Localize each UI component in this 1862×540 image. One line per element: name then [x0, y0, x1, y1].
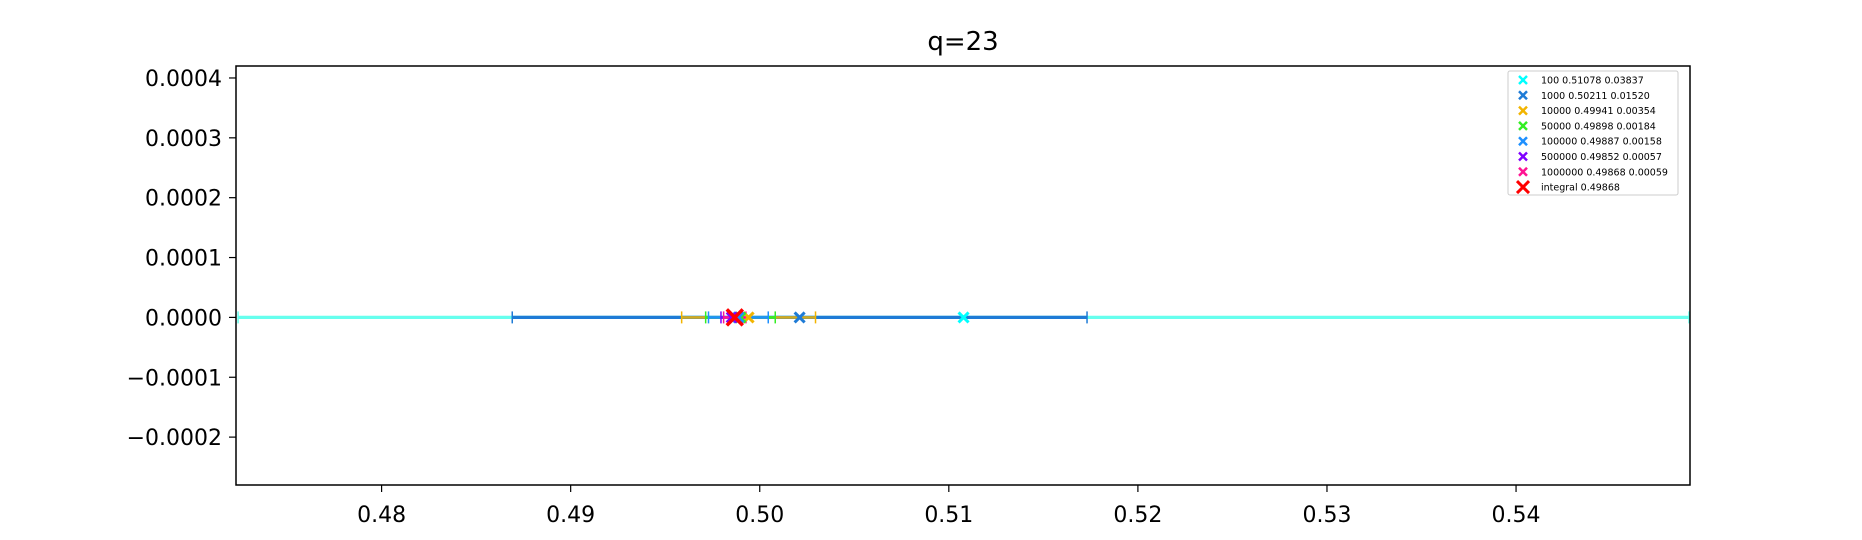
plot-frame [235, 65, 1691, 486]
data-point-1 [793, 311, 806, 324]
legend-marker-7 [1515, 180, 1531, 195]
x-tick-label: 0.48 [357, 503, 406, 528]
legend: 100 0.51078 0.03837 1000 0.50211 0.01520 1… [1507, 70, 1679, 196]
y-tick-label: 0.0004 [145, 67, 222, 92]
legend-marker-0 [1518, 75, 1528, 85]
legend-label-1: 1000 0.50211 0.01520 [1541, 91, 1650, 102]
legend-label-4: 100000 0.49887 0.00158 [1541, 137, 1662, 148]
legend-box [1507, 70, 1679, 196]
y-tick-label: 0.0000 [145, 306, 222, 331]
y-tick-label: 0.0001 [145, 247, 222, 272]
x-tick-label: 0.50 [735, 503, 784, 528]
x-tick-label: 0.49 [546, 503, 595, 528]
data-point-5 [725, 311, 738, 324]
legend-label-2: 10000 0.49941 0.00354 [1541, 106, 1656, 117]
y-tick-label: 0.0003 [145, 127, 222, 152]
data-point-0 [957, 311, 970, 324]
data-point-7 [725, 308, 745, 327]
legend-label-0: 100 0.51078 0.03837 [1541, 76, 1644, 87]
legend-marker-2 [1518, 105, 1528, 116]
x-tick-label: 0.54 [1492, 503, 1541, 528]
y-axis: −0.0002 −0.0001 0.0000 0.0001 0.0002 0.0003 0.… [127, 67, 236, 451]
legend-marker-4 [1518, 136, 1528, 147]
legend-label-3: 50000 0.49898 0.00184 [1541, 121, 1656, 132]
legend-marker-6 [1518, 166, 1528, 177]
marker-layer [725, 308, 970, 327]
x-tick-label: 0.52 [1113, 503, 1162, 528]
x-tick-label: 0.51 [924, 503, 973, 528]
legend-marker-1 [1518, 90, 1528, 101]
x-axis: 0.48 0.49 0.50 0.51 0.52 0.53 0.54 [357, 485, 1541, 528]
legend-label-6: 1000000 0.49868 0.00059 [1541, 167, 1668, 178]
y-tick-label: −0.0002 [127, 426, 222, 451]
legend-marker-5 [1518, 151, 1528, 162]
legend-marker-3 [1518, 121, 1528, 131]
y-tick-label: 0.0002 [145, 187, 222, 212]
legend-label-5: 500000 0.49852 0.00057 [1541, 152, 1662, 163]
legend-label-7: integral 0.49868 [1541, 183, 1620, 194]
y-tick-label: −0.0001 [127, 366, 222, 391]
x-tick-label: 0.53 [1302, 503, 1351, 528]
chart-title: q=23 [927, 27, 998, 57]
